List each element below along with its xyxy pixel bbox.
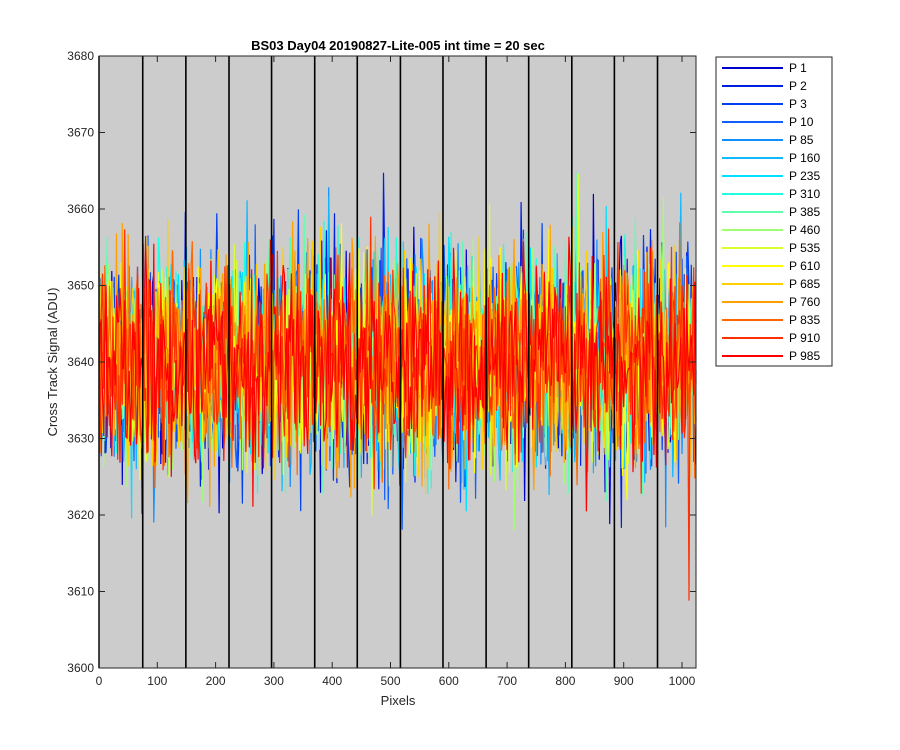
y-tick-label-3: 3630	[67, 432, 94, 446]
legend-label-9: P 460	[789, 223, 820, 237]
y-tick-label-7: 3670	[67, 126, 94, 140]
y-axis: 3600 3610 3620 3630 3640 3650 3660 3670 3680	[67, 49, 696, 675]
legend-label-8: P 385	[789, 205, 820, 219]
x-tick-label-10: 1000	[669, 674, 696, 688]
x-tick-label-8: 800	[555, 674, 575, 688]
legend-label-3: P 10	[789, 115, 814, 129]
legend-label-5: P 160	[789, 151, 820, 165]
y-tick-label-2: 3620	[67, 508, 94, 522]
legend-items: P 1 P 2 P 3 P 10 P 85 P 160 P 235 P 310 P 385 P 4…	[722, 61, 820, 363]
legend-label-14: P 835	[789, 313, 820, 327]
x-tick-label-4: 400	[322, 674, 342, 688]
legend-label-1: P 2	[789, 79, 807, 93]
chart-title: BS03 Day04 20190827-Lite-005 int time = …	[251, 38, 545, 53]
legend-label-16: P 985	[789, 349, 820, 363]
x-tick-label-2: 200	[206, 674, 226, 688]
plot-series	[98, 171, 697, 601]
legend-label-0: P 1	[789, 61, 807, 75]
x-axis-label: Pixels	[381, 693, 416, 708]
y-axis-label: Cross Track Signal (ADU)	[45, 288, 60, 437]
legend-label-12: P 685	[789, 277, 820, 291]
legend-label-6: P 235	[789, 169, 820, 183]
x-tick-label-9: 900	[614, 674, 634, 688]
x-tick-label-5: 500	[380, 674, 400, 688]
legend-label-13: P 760	[789, 295, 820, 309]
legend-label-11: P 610	[789, 259, 820, 273]
legend-label-15: P 910	[789, 331, 820, 345]
y-tick-label-4: 3640	[67, 355, 94, 369]
legend-label-7: P 310	[789, 187, 820, 201]
x-tick-label-7: 700	[497, 674, 517, 688]
y-tick-label-1: 3610	[67, 585, 94, 599]
y-tick-label-8: 3680	[67, 49, 94, 63]
y-tick-label-5: 3650	[67, 279, 94, 293]
series-line-16	[98, 235, 697, 512]
legend-label-10: P 535	[789, 241, 820, 255]
y-tick-label-6: 3660	[67, 202, 94, 216]
y-tick-label-0: 3600	[67, 661, 94, 675]
x-tick-label-3: 300	[264, 674, 284, 688]
x-tick-label-1: 100	[147, 674, 167, 688]
x-axis: 0 100 200 300 400 500 600 700 800 900 1000	[96, 56, 696, 688]
x-tick-label-6: 600	[439, 674, 459, 688]
legend-label-4: P 85	[789, 133, 814, 147]
x-tick-label-0: 0	[96, 674, 103, 688]
legend-label-2: P 3	[789, 97, 807, 111]
legend: P 1 P 2 P 3 P 10 P 85 P 160 P 235 P 310 P 385 P 4…	[715, 56, 833, 367]
